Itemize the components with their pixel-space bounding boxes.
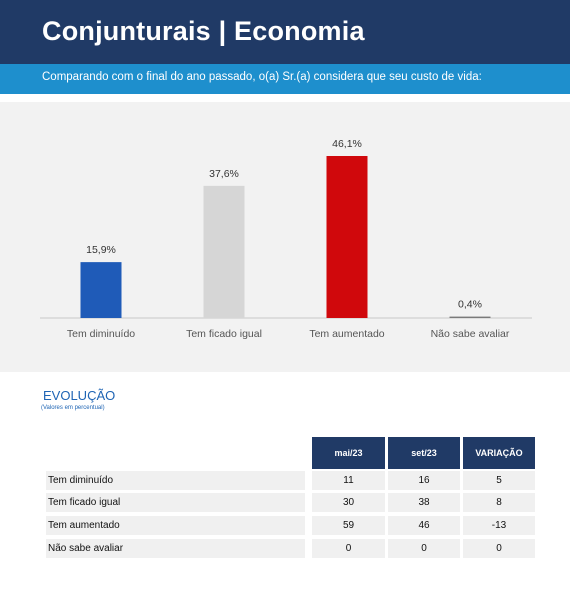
chart-panel: 15,9% Tem diminuído 37,6% Tem ficado igual 4… [0, 102, 570, 372]
cell-variation: 0 [463, 539, 535, 558]
bar [449, 316, 491, 318]
data-label: 37,6% [209, 168, 239, 180]
bar [203, 185, 245, 318]
question-text: Comparando com o final do ano passado, o… [42, 71, 482, 83]
bar-chart: 15,9% Tem diminuído 37,6% Tem ficado igual 4… [40, 138, 532, 340]
column-header-variation: VARIAÇÃO [463, 437, 535, 469]
bar [326, 156, 368, 318]
cell-may: 11 [312, 471, 385, 490]
cell-sep: 16 [388, 471, 460, 490]
cell-sep: 38 [388, 493, 460, 512]
column-header-sep: set/23 [388, 437, 460, 469]
cell-sep: 0 [388, 539, 460, 558]
row-label: Tem aumentado [46, 516, 305, 535]
column-header-may: mai/23 [312, 437, 385, 469]
page-header: Conjunturais | Economia [0, 0, 570, 64]
row-label: Tem diminuído [46, 471, 305, 490]
data-label: 0,4% [458, 299, 482, 311]
evolution-title: EVOLUÇÃO [43, 388, 116, 403]
data-label: 46,1% [332, 138, 362, 150]
table-row: Não sabe avaliar 0 0 0 [46, 539, 535, 558]
cell-sep: 46 [388, 516, 460, 535]
evolution-subtitle: (Valores em percentual) [41, 405, 105, 411]
table-row: Tem ficado igual 30 38 8 [46, 493, 535, 512]
cell-may: 59 [312, 516, 385, 535]
category-label: Tem aumentado [309, 328, 384, 340]
cell-may: 30 [312, 493, 385, 512]
question-bar: Comparando com o final do ano passado, o… [0, 64, 570, 94]
category-label: Tem diminuído [67, 328, 135, 340]
cell-variation: 8 [463, 493, 535, 512]
row-label: Tem ficado igual [46, 493, 305, 512]
page-title: Conjunturais | Economia [42, 16, 365, 46]
category-label: Tem ficado igual [186, 328, 262, 340]
category-label: Não sabe avaliar [431, 328, 510, 340]
bar [80, 262, 122, 318]
cell-may: 0 [312, 539, 385, 558]
cell-variation: 5 [463, 471, 535, 490]
cell-variation: -13 [463, 516, 535, 535]
table-row: Tem aumentado 59 46 -13 [46, 516, 535, 535]
table-row: Tem diminuído 11 16 5 [46, 471, 535, 490]
row-label: Não sabe avaliar [46, 539, 305, 558]
data-label: 15,9% [86, 244, 116, 256]
